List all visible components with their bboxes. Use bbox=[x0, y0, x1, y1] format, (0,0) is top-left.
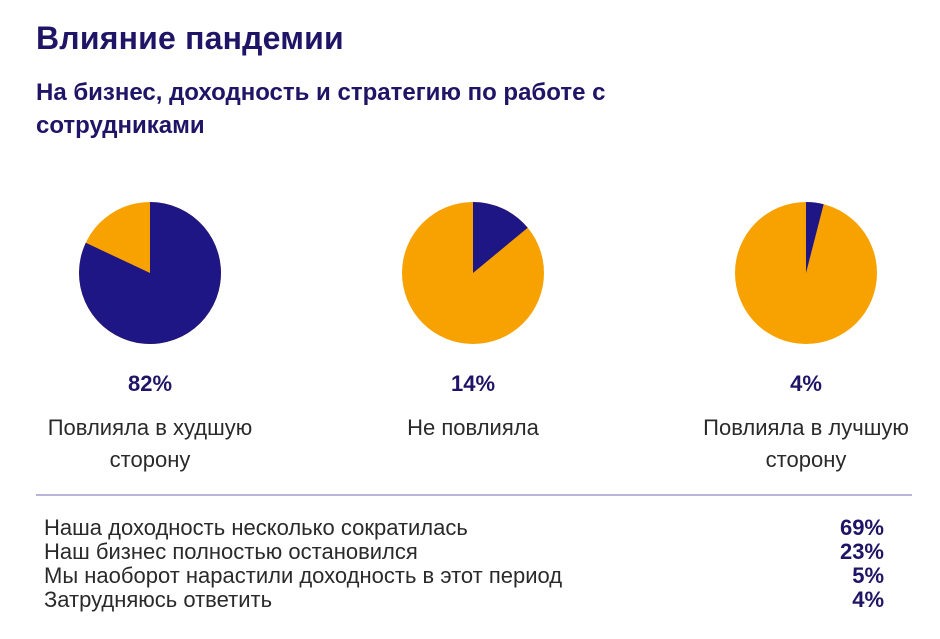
breakdown-value: 69% bbox=[839, 515, 884, 540]
breakdown-value: 23% bbox=[839, 539, 884, 564]
pie-svg-none bbox=[402, 202, 544, 344]
pie-label-none: Не повлияла bbox=[407, 415, 539, 440]
pie-label-better: Повлияла в лучшую сторону bbox=[703, 415, 909, 472]
pie-svg-better bbox=[735, 202, 877, 344]
breakdown-value: 4% bbox=[852, 587, 884, 612]
pie-value-worse: 82% bbox=[127, 371, 173, 396]
pie-value-none: 14% bbox=[450, 371, 496, 396]
pie-svg-worse bbox=[79, 202, 222, 344]
page-subtitle: На бизнес, доходность и стратегию по раб… bbox=[36, 79, 606, 139]
breakdown-label: Мы наоборот нарастили доходность в этот … bbox=[44, 563, 563, 588]
pie-chart-better: 4% Повлияла в лучшую сторону bbox=[656, 200, 940, 476]
list-item: Наш бизнес полностью остановился 23% bbox=[44, 540, 884, 564]
section-divider bbox=[36, 494, 912, 496]
page-title: Влияние пандемии bbox=[36, 20, 344, 56]
pie-slice-highlight-better bbox=[806, 202, 824, 273]
list-item: Затрудняюсь ответить 4% bbox=[44, 588, 884, 612]
list-item: Наша доходность несколько сократилась 69… bbox=[44, 516, 884, 540]
pie-label-worse: Повлияла в худшую сторону bbox=[47, 415, 253, 472]
breakdown-list: Наша доходность несколько сократилась 69… bbox=[44, 516, 884, 612]
breakdown-label: Затрудняюсь ответить bbox=[44, 587, 273, 612]
pie-value-better: 4% bbox=[790, 371, 822, 396]
breakdown-value: 5% bbox=[852, 563, 884, 588]
pie-slice-highlight-none bbox=[473, 202, 528, 273]
list-item: Мы наоборот нарастили доходность в этот … bbox=[44, 564, 884, 588]
pie-slice-highlight-worse bbox=[79, 202, 222, 344]
pie-chart-worse: 82% Повлияла в худшую сторону bbox=[0, 200, 300, 476]
breakdown-label: Наш бизнес полностью остановился bbox=[44, 539, 418, 564]
pie-chart-none: 14% Не повлияла bbox=[323, 200, 623, 444]
breakdown-label: Наша доходность несколько сократилась bbox=[44, 515, 468, 540]
